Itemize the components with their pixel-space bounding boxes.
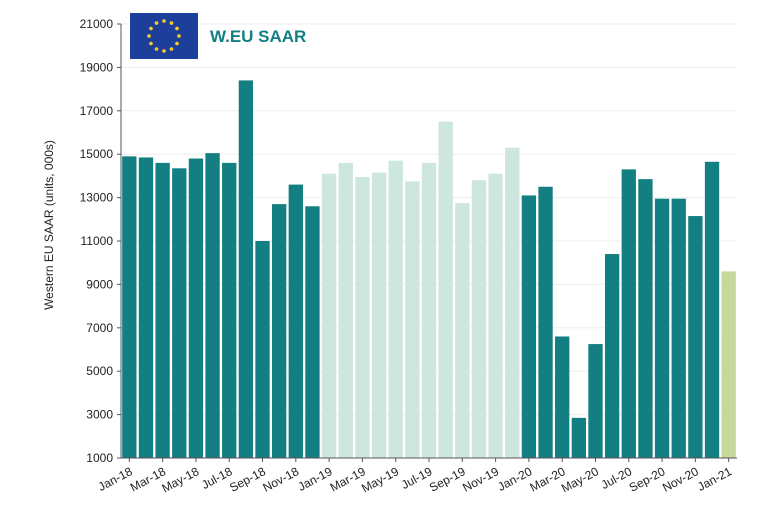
flag-star [149,26,153,31]
bar-nov-19 [488,173,503,459]
x-tick-label: Jan-18 [96,464,135,494]
bar-jun-19 [405,181,420,458]
chart-title: W.EU SAAR [210,27,306,46]
bar-aug-19 [438,121,453,459]
x-tick-label: May-19 [359,464,401,495]
bar-oct-20 [671,198,686,458]
bar-jun-20 [604,254,620,458]
flag-star [175,41,179,46]
bar-jan-18 [122,156,137,458]
bar-dec-20 [704,161,720,459]
bar-apr-18 [172,168,187,458]
bar-mar-19 [355,176,370,459]
flag-star [175,26,179,31]
bar-dec-19 [505,147,520,458]
x-tick-label: Jan-21 [695,464,734,494]
bar-may-20 [588,344,603,458]
y-tick-label: 15000 [80,147,114,161]
y-tick-label: 7000 [86,321,113,335]
bar-jan-21 [721,271,736,458]
bar-nov-18 [288,184,303,458]
y-axis: 1000 3000 5000 7000 9000 11000 13000 15000 17000… [80,17,122,465]
x-tick-label: May-20 [559,464,601,495]
bar-sep-19 [455,203,470,458]
bar-apr-20 [571,417,586,458]
x-tick-label: Jan-20 [495,464,534,494]
x-tick-label: Nov-19 [460,464,501,495]
flag-star [147,34,151,38]
y-tick-label: 17000 [80,104,114,118]
y-axis-label: Western EU SAAR (units, 000s) [42,140,56,310]
bar-jul-18 [222,162,237,458]
flag-star [169,21,174,25]
bar-aug-18 [238,80,254,459]
bar-mar-18 [155,162,170,458]
y-tick-label: 19000 [80,60,114,74]
y-tick-label: 11000 [81,234,114,248]
bar-oct-18 [272,204,287,458]
bars [122,80,736,459]
bar-sep-18 [255,241,270,458]
bar-may-18 [188,158,204,459]
bar-mar-20 [555,336,570,458]
x-tick-label: Nov-20 [660,464,701,495]
bar-sep-20 [654,198,670,458]
y-tick-label: 9000 [86,277,113,291]
x-tick-label: Sep-20 [627,464,668,495]
y-tick-label: 21000 [80,17,114,31]
bar-feb-20 [538,186,553,458]
bar-apr-19 [371,172,387,458]
bar-jul-19 [421,162,437,458]
x-tick-label: Jan-19 [296,464,335,494]
x-tick-label: Nov-18 [260,464,301,495]
flag-star [177,34,181,38]
flag-star [162,49,166,53]
flag-star [154,21,159,25]
bar-jan-20 [521,195,537,458]
bar-jan-19 [321,173,337,459]
title-box: W.EU SAAR [130,13,306,59]
x-axis: Jan-18Mar-18May-18Jul-18Sep-18Nov-18Jan-… [96,457,737,495]
bar-feb-18 [138,157,154,458]
y-tick-label: 3000 [86,408,113,422]
bar-oct-19 [471,180,487,459]
y-tick-label: 1000 [86,451,113,465]
flag-star [162,19,166,23]
bar-nov-20 [688,216,703,458]
bar-jun-18 [205,153,220,459]
flag-star [149,41,153,46]
flag-star [154,47,159,51]
x-tick-label: May-18 [159,464,201,495]
flag-stars [147,19,181,53]
bar-jul-20 [621,169,636,458]
bar-feb-19 [338,162,353,458]
y-tick-label: 13000 [80,191,114,205]
x-tick-label: Sep-18 [227,464,268,495]
bar-dec-18 [305,206,320,458]
bar-aug-20 [638,179,653,458]
x-tick-label: Sep-19 [427,464,468,495]
bar-may-19 [388,160,403,458]
flag-star [169,47,174,51]
y-tick-label: 5000 [86,364,113,378]
